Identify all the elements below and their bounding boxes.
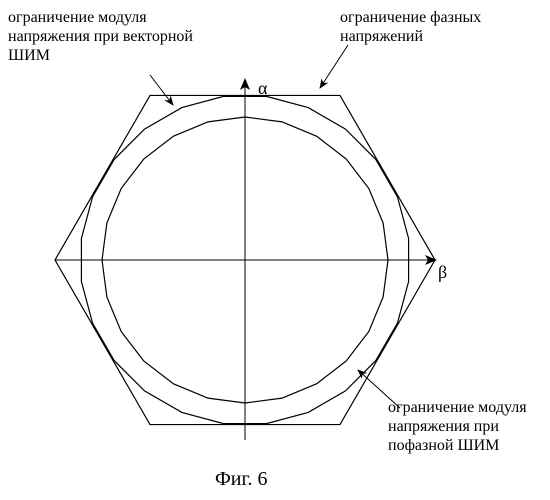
label-vector-pwm: ограничение модуля напряжения при вектор… (8, 8, 228, 66)
arrow-vector-pwm (150, 75, 173, 105)
label-phase-voltage-limit: ограничение фазных напряжений (340, 8, 540, 46)
axis-label-alpha: α (258, 78, 267, 99)
axis-label-beta: β (438, 262, 447, 283)
label-phased-pwm: ограничение модуля напряжения при пофазн… (388, 398, 550, 456)
figure-caption: Фиг. 6 (215, 468, 267, 491)
arrow-phase-limit (320, 45, 348, 88)
